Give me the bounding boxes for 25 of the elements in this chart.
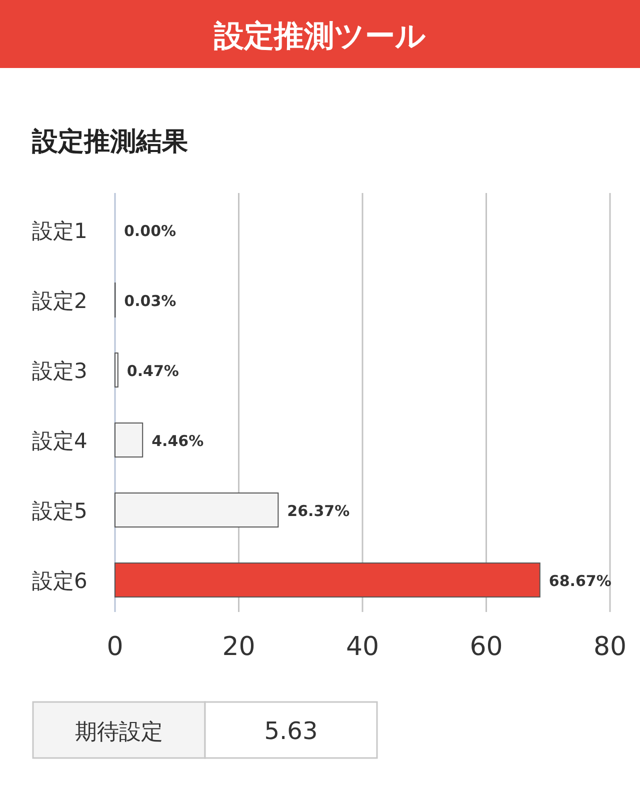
text: 5.63 <box>264 717 318 745</box>
y-tick-label: 設定6 <box>32 569 88 593</box>
bar <box>114 562 540 598</box>
y-tick-label: 設定4 <box>32 429 88 453</box>
x-tick-label: 80 <box>593 632 627 662</box>
data-label: 0.47% <box>126 362 179 380</box>
chart-subtitle: 設定推測結果 <box>31 127 188 157</box>
data-label: 0.00% <box>124 222 176 240</box>
x-tick-label: 40 <box>346 632 380 662</box>
text: 期待設定 <box>75 720 163 745</box>
chart-title: 設定推測ツール <box>213 19 426 54</box>
y-tick-label: 設定3 <box>32 359 88 383</box>
data-label: 4.46% <box>152 432 204 450</box>
x-tick-label: 20 <box>222 632 256 662</box>
data-label: 68.67% <box>548 572 612 590</box>
y-tick-label: 設定2 <box>32 289 88 313</box>
bar <box>114 352 118 388</box>
y-tick-label: 設定1 <box>32 219 88 243</box>
x-tick-label: 0 <box>106 632 124 662</box>
data-label: 26.37% <box>287 502 350 520</box>
x-tick-label: 60 <box>470 632 503 662</box>
bar <box>114 422 144 458</box>
bar <box>114 492 279 528</box>
data-label: 0.03% <box>124 292 176 310</box>
y-tick-label: 設定5 <box>32 499 88 523</box>
